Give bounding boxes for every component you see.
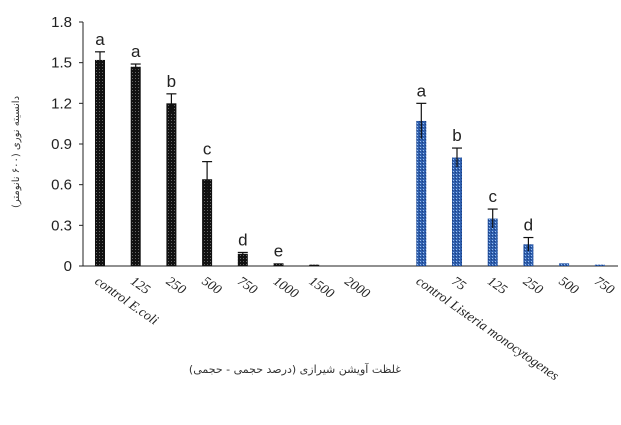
significance-letter: d [238,230,247,249]
y-tick-label: 0.6 [51,177,72,194]
bar [523,244,534,266]
significance-letter: b [452,126,461,145]
bar [166,103,177,266]
y-tick-label: 1.5 [51,55,72,72]
x-tick-label: 750 [592,273,617,297]
x-tick-label: 250 [521,273,546,297]
x-tick-label: 125 [485,273,510,297]
significance-letter: a [95,30,105,49]
y-axis-label: دانسیته نوری (۶۰۰ نانومتر) [11,96,22,208]
x-tick-label: 1000 [271,273,302,301]
bar [237,253,248,266]
bar [416,120,427,266]
significance-letter: c [203,140,212,159]
x-axis-label: غلظت آویشن شیرازی (درصد حجمی - حجمی) [189,362,401,376]
bar [452,157,462,266]
x-tick-label: 2000 [342,273,373,301]
y-tick-label: 1.8 [51,14,72,31]
x-tick-label: 125 [128,273,153,297]
bar [95,59,105,267]
bar [487,218,498,266]
significance-letter: c [488,187,497,206]
x-tick-label: 75 [449,273,469,293]
x-tick-label: 250 [164,273,189,297]
significance-letter: a [131,42,141,61]
bar [309,264,320,266]
bar [594,264,605,266]
bar [273,263,284,266]
significance-letter: b [167,72,176,91]
significance-letter: e [274,241,283,260]
significance-letter: a [417,81,427,100]
y-tick-label: 0.9 [51,136,72,153]
x-tick-label: control E.coli [92,273,161,328]
x-tick-label: 500 [556,273,581,297]
y-tick-label: 0.3 [51,217,72,234]
bar [202,179,213,266]
y-tick-label: 1.2 [51,95,72,112]
bar [559,263,570,266]
y-tick-label: 0 [64,258,72,275]
significance-letter: d [524,216,533,235]
bar [130,66,141,266]
x-tick-label: 1500 [306,273,337,301]
x-tick-label: 750 [235,273,260,297]
x-tick-label: 500 [199,273,224,297]
